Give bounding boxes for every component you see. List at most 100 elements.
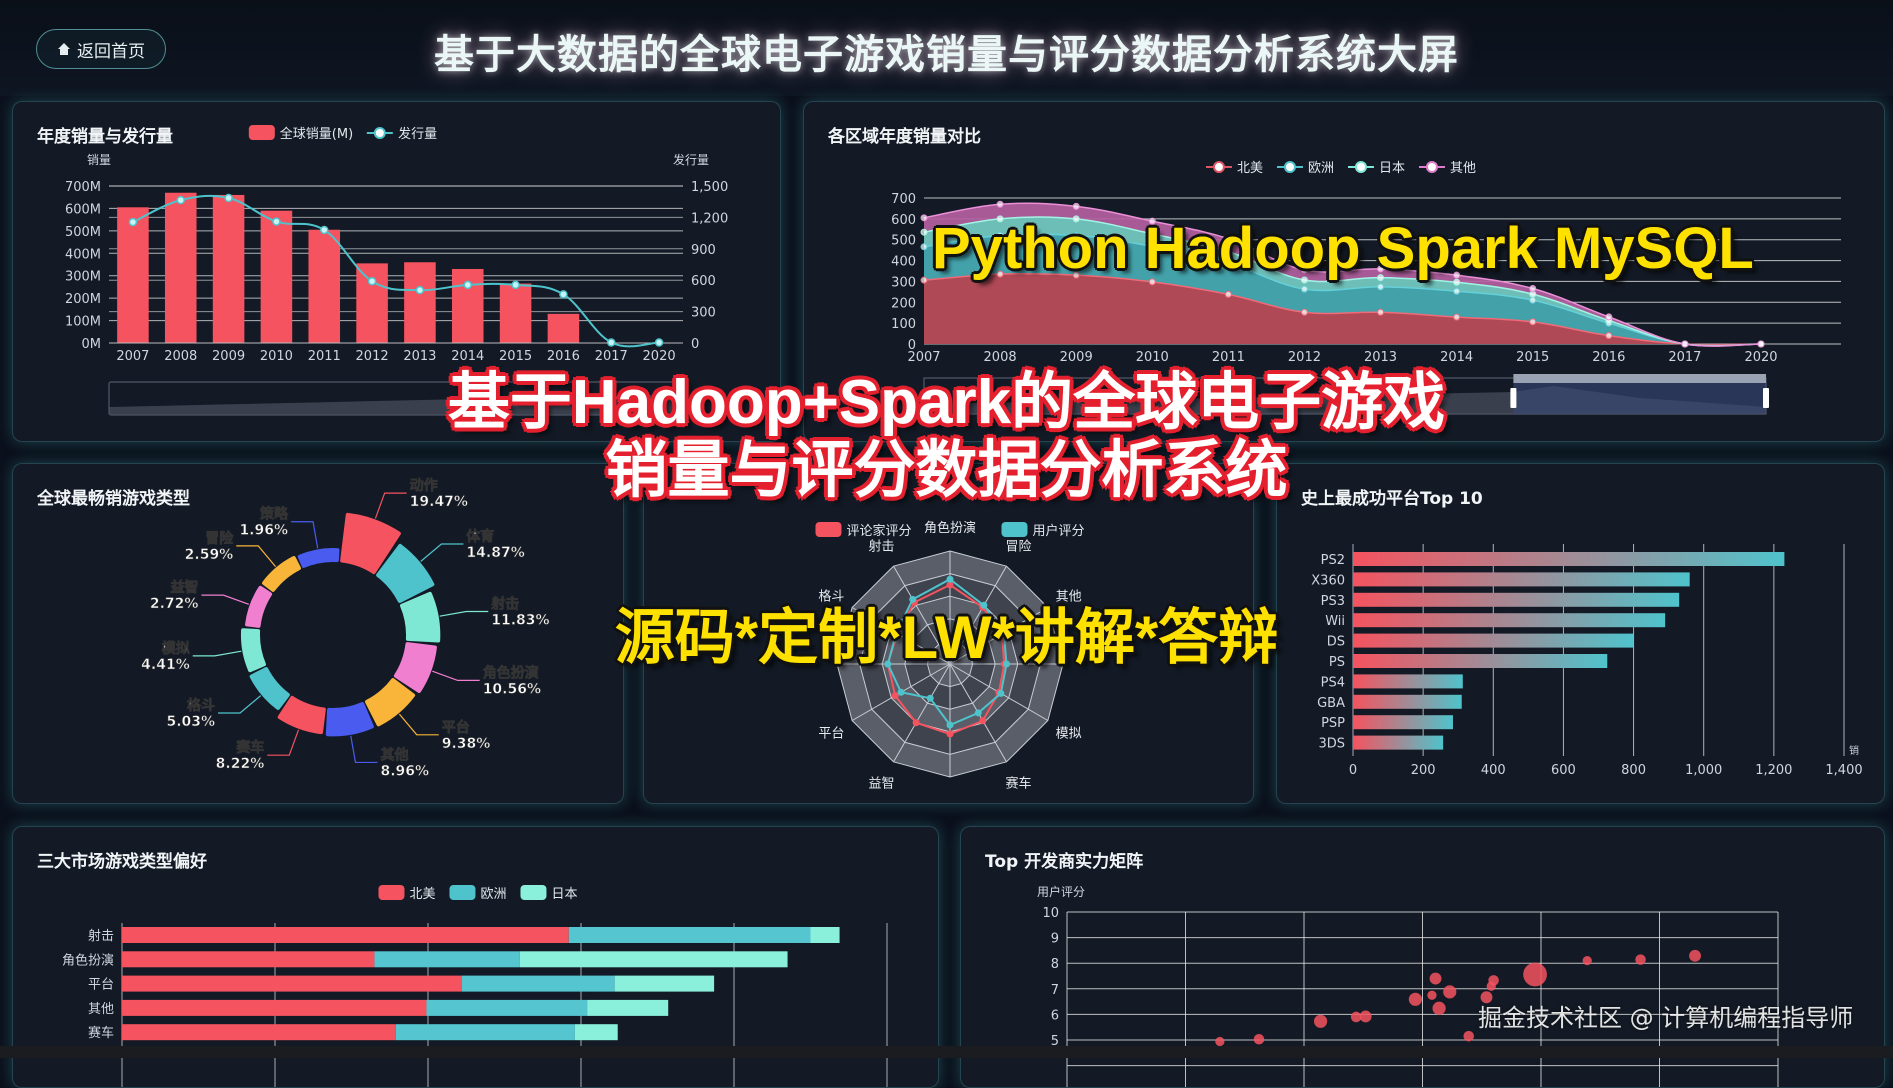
data-zoom-move-handle[interactable] bbox=[1513, 374, 1766, 383]
data-zoom-window[interactable] bbox=[1513, 383, 1766, 414]
x-tick-label: 2013 bbox=[403, 349, 436, 364]
scatter-point[interactable] bbox=[1480, 991, 1493, 1004]
slice-name-label: 赛车 bbox=[235, 739, 264, 756]
chart-legend: 全球销量(M) 发行量 bbox=[248, 123, 437, 142]
legend-item-user[interactable]: 用户评分 bbox=[1001, 520, 1085, 539]
release-point-2010 bbox=[272, 217, 281, 226]
legend-item-na[interactable]: 北美 bbox=[1205, 157, 1263, 176]
line-欧洲 bbox=[923, 233, 1762, 347]
bar-其他-欧洲 bbox=[426, 999, 588, 1016]
y-tick-label: 500 bbox=[891, 234, 916, 249]
watermark: 掘金技术社区 @ 计算机编程指导师 bbox=[1478, 1004, 1854, 1032]
point-北美-2014 bbox=[1453, 313, 1461, 321]
point-北美-2012 bbox=[1300, 308, 1308, 316]
legend-item-eu[interactable]: 欧洲 bbox=[449, 883, 507, 902]
scatter-point[interactable] bbox=[1582, 956, 1592, 966]
radar-spoke bbox=[851, 607, 951, 665]
bar-角色扮演-北美 bbox=[122, 951, 375, 968]
chart-legend: 北美 欧洲 日本 bbox=[378, 883, 578, 902]
radar-axis-label: 冒险 bbox=[1005, 539, 1031, 554]
legend-item-critic[interactable]: 评论家评分 bbox=[815, 520, 912, 539]
release-point-2008 bbox=[176, 195, 185, 205]
slice-策略 bbox=[297, 547, 340, 568]
back-home-button[interactable]: 返回首页 bbox=[36, 29, 166, 69]
legend-item-other[interactable]: 其他 bbox=[1419, 157, 1476, 176]
radar-point bbox=[946, 581, 954, 589]
y-category-label: PS3 bbox=[1321, 594, 1345, 609]
scatter-point[interactable] bbox=[1313, 1014, 1328, 1028]
label-leader-line bbox=[267, 729, 300, 756]
scatter-point[interactable] bbox=[1635, 954, 1646, 965]
scatter-point[interactable] bbox=[1443, 985, 1457, 999]
y-category-label: DS bbox=[1327, 635, 1345, 650]
legend-item-releases[interactable]: 发行量 bbox=[367, 123, 437, 142]
x-tick-label: 800 bbox=[1621, 763, 1646, 778]
slice-percent-label: 11.83% bbox=[491, 613, 549, 629]
point-日本-2012 bbox=[1300, 276, 1308, 284]
scatter-point[interactable] bbox=[1429, 972, 1442, 985]
legend-label: 全球销量(M) bbox=[279, 127, 354, 142]
slice-percent-label: 2.72% bbox=[150, 596, 199, 612]
chart-legend: 评论家评分 用户评分 bbox=[815, 520, 1085, 539]
radar-point bbox=[980, 601, 988, 609]
release-point-2015 bbox=[511, 280, 520, 290]
radar-point bbox=[1003, 660, 1010, 668]
x-tick-label: 2014 bbox=[1440, 350, 1473, 365]
x-tick-label: 2009 bbox=[1060, 350, 1093, 365]
scatter-point[interactable] bbox=[1359, 1010, 1372, 1023]
legend-item-eu[interactable]: 欧洲 bbox=[1276, 157, 1334, 176]
bar-2008 bbox=[164, 192, 197, 343]
y-tick-label: 200 bbox=[891, 296, 916, 311]
overlay-services: 源码*定制*LW*讲解*答辩 bbox=[614, 604, 1279, 671]
scatter-point[interactable] bbox=[1253, 1033, 1265, 1045]
scatter-point[interactable] bbox=[1523, 962, 1547, 987]
point-其他-2020 bbox=[1757, 340, 1765, 348]
slice-name-label: 格斗 bbox=[187, 697, 215, 714]
point-其他-2016 bbox=[1605, 313, 1613, 321]
y-tick-label: 300M bbox=[65, 270, 101, 285]
back-home-label: 返回首页 bbox=[77, 41, 145, 62]
y-category-label: 赛车 bbox=[88, 1025, 114, 1041]
scatter-point[interactable] bbox=[1432, 1001, 1446, 1015]
point-其他-2010 bbox=[1148, 217, 1156, 225]
radar-axis-label: 模拟 bbox=[1056, 727, 1082, 742]
scatter-point[interactable] bbox=[1215, 1036, 1225, 1047]
scatter-point[interactable] bbox=[1689, 949, 1701, 962]
scatter-point[interactable] bbox=[1486, 981, 1496, 991]
radar-point bbox=[897, 688, 905, 696]
legend-label: 评论家评分 bbox=[846, 524, 912, 539]
bar-3DS bbox=[1353, 735, 1444, 750]
radar-spoke bbox=[893, 565, 951, 665]
legend-item-jp[interactable]: 日本 bbox=[520, 883, 578, 902]
legend-item-na[interactable]: 北美 bbox=[378, 883, 435, 902]
legend-line-marker bbox=[1276, 160, 1303, 174]
legend-item-sales[interactable]: 全球销量(M) bbox=[248, 123, 354, 142]
label-leader-line bbox=[420, 543, 464, 562]
data-zoom-handle[interactable] bbox=[1510, 388, 1517, 408]
label-leader-line bbox=[291, 521, 319, 549]
x-tick-label: 2017 bbox=[595, 349, 628, 364]
bar-平台-北美 bbox=[122, 975, 462, 992]
y-category-label: PS2 bbox=[1321, 553, 1345, 568]
scatter-point[interactable] bbox=[1408, 992, 1422, 1006]
bar-GBA bbox=[1353, 694, 1462, 709]
legend-swatch bbox=[520, 885, 547, 900]
slice-体育 bbox=[376, 543, 435, 603]
bar-PS3 bbox=[1353, 592, 1680, 607]
legend-item-jp[interactable]: 日本 bbox=[1348, 157, 1405, 176]
slice-name-label: 射击 bbox=[490, 596, 519, 613]
slice-percent-label: 1.96% bbox=[239, 523, 288, 539]
y-category-label: 射击 bbox=[88, 928, 114, 944]
scatter-point[interactable] bbox=[1350, 1011, 1362, 1023]
bar-PS2 bbox=[1353, 552, 1785, 566]
data-zoom-handle[interactable] bbox=[1763, 388, 1769, 408]
scatter-point[interactable] bbox=[1427, 990, 1437, 1000]
y2-tick-label: 900 bbox=[691, 243, 716, 258]
slice-格斗 bbox=[249, 667, 290, 710]
x-tick-label: 600 bbox=[1551, 763, 1576, 778]
x-axis-name: 销 bbox=[1849, 744, 1859, 757]
scatter-point[interactable] bbox=[1463, 1030, 1474, 1042]
slice-percent-label: 10.56% bbox=[483, 681, 541, 697]
bar-射击-日本 bbox=[810, 927, 840, 943]
